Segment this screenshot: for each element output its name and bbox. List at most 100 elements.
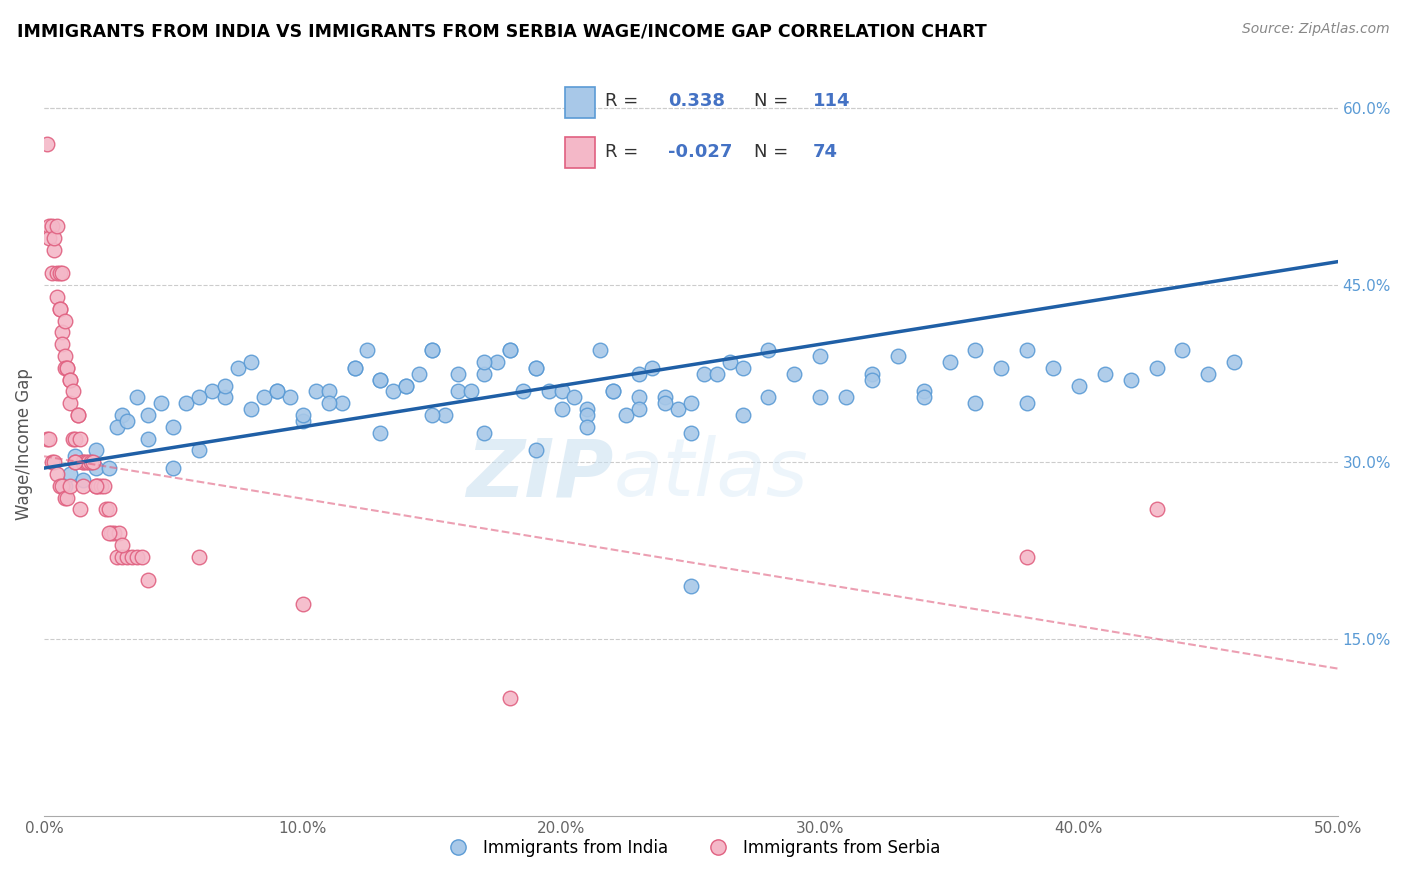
Point (731, 408, 754, 422)
Point (51, 479, 73, 493)
Text: 114: 114 (813, 93, 851, 111)
Point (1146, 502, 1168, 516)
Point (115, 414, 138, 428)
Point (382, 384, 405, 399)
Point (90, 479, 112, 493)
Point (188, 443, 211, 458)
Text: R =: R = (605, 143, 638, 161)
Point (188, 549, 211, 564)
Point (97, 461, 120, 475)
Point (69, 432, 91, 446)
Point (69, 502, 91, 516)
Point (1042, 360, 1064, 375)
Point (1171, 343, 1194, 358)
Point (59, 373, 82, 387)
Text: N =: N = (754, 143, 787, 161)
Text: ZIP: ZIP (465, 435, 613, 513)
Point (499, 343, 522, 358)
Point (201, 384, 224, 399)
Point (808, 349, 831, 363)
Point (188, 390, 211, 404)
Point (77, 455, 100, 469)
Point (965, 396, 987, 410)
Point (214, 390, 236, 404)
Point (576, 419, 599, 434)
Point (97, 525, 120, 540)
Point (59, 396, 82, 410)
Point (860, 367, 883, 381)
Point (51, 326, 73, 340)
Point (53, 491, 76, 505)
Point (965, 343, 987, 358)
Point (564, 390, 586, 404)
Point (56, 360, 79, 375)
Point (912, 384, 935, 399)
Point (420, 343, 443, 358)
Point (693, 367, 716, 381)
Point (1017, 396, 1039, 410)
Point (395, 378, 418, 392)
Point (524, 360, 547, 375)
Point (253, 390, 276, 404)
Point (72, 473, 94, 487)
Point (576, 408, 599, 422)
Point (48, 479, 70, 493)
Point (1067, 378, 1090, 392)
Point (654, 390, 676, 404)
Point (63, 450, 86, 464)
Text: R =: R = (605, 93, 638, 111)
Point (408, 367, 430, 381)
Point (111, 408, 134, 422)
Point (1017, 549, 1039, 564)
Point (679, 396, 702, 410)
Point (41, 219, 63, 234)
Point (356, 343, 378, 358)
Point (472, 425, 495, 440)
Point (938, 355, 960, 369)
Point (97, 502, 120, 516)
Point (835, 390, 858, 404)
Point (1119, 373, 1142, 387)
Point (1223, 355, 1246, 369)
Point (51, 267, 73, 281)
Point (990, 360, 1012, 375)
Point (1146, 360, 1168, 375)
Point (46, 467, 69, 481)
Point (72, 479, 94, 493)
Point (93, 479, 115, 493)
Point (447, 384, 470, 399)
Point (79, 455, 101, 469)
Point (38, 432, 60, 446)
Point (79, 455, 101, 469)
Point (370, 373, 392, 387)
Point (887, 349, 910, 363)
Text: IMMIGRANTS FROM INDIA VS IMMIGRANTS FROM SERBIA WAGE/INCOME GAP CORRELATION CHAR: IMMIGRANTS FROM INDIA VS IMMIGRANTS FROM… (17, 22, 987, 40)
Point (48, 301, 70, 316)
Point (53, 313, 76, 327)
Point (472, 367, 495, 381)
Point (628, 390, 651, 404)
Point (59, 479, 82, 493)
Point (679, 425, 702, 440)
Point (1197, 367, 1219, 381)
Point (550, 384, 572, 399)
Text: 74: 74 (813, 143, 838, 161)
Point (103, 525, 125, 540)
Point (108, 525, 131, 540)
Point (240, 355, 263, 369)
Point (318, 384, 340, 399)
Point (343, 360, 366, 375)
Point (370, 373, 392, 387)
Point (628, 402, 651, 417)
Point (44, 455, 66, 469)
Point (72, 455, 94, 469)
Point (162, 419, 184, 434)
Point (783, 367, 806, 381)
Point (1017, 343, 1039, 358)
Point (84, 479, 107, 493)
Point (434, 408, 457, 422)
Text: 0.338: 0.338 (668, 93, 724, 111)
Point (84, 479, 107, 493)
Point (343, 360, 366, 375)
Point (666, 402, 689, 417)
